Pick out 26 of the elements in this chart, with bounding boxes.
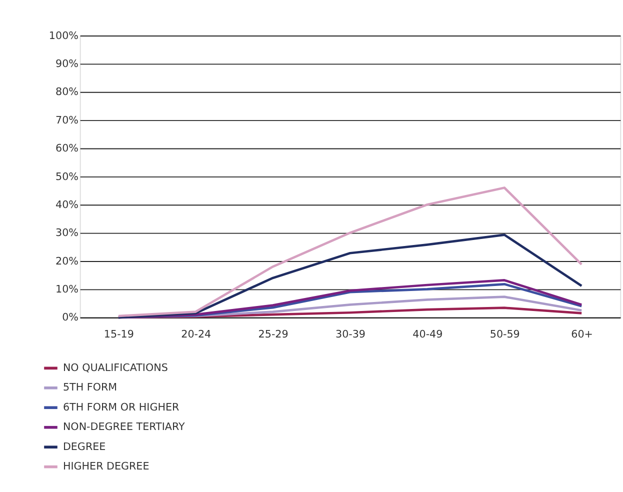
x-tick-label: 30-39 (335, 328, 366, 341)
y-tick-label: 40% (55, 198, 79, 211)
x-tick-label: 15-19 (104, 328, 134, 341)
y-tick-label: 0% (62, 312, 79, 324)
legend-label: NO QUALIFICATIONS (62, 362, 168, 374)
x-tick-label: 50-59 (490, 328, 520, 341)
x-tick-label: 25-29 (258, 328, 288, 341)
legend-label: NON-DEGREE TERTIARY (62, 421, 186, 434)
y-tick-label: 70% (55, 114, 79, 126)
y-tick-label: 90% (55, 58, 79, 70)
y-tick-label: 30% (55, 227, 79, 240)
y-tick-label: 10% (55, 284, 79, 296)
y-tick-label: 60% (55, 142, 79, 155)
y-tick-label: 100% (48, 30, 79, 42)
line-series (117, 234, 583, 319)
line-series (117, 186, 583, 318)
x-tick-label: 40-49 (412, 328, 443, 341)
y-tick-label: 20% (55, 255, 79, 268)
legend-label: 5TH FORM (62, 382, 118, 394)
legend-label: DEGREE (62, 440, 106, 453)
legend-label: 6TH FORM OR HIGHER (62, 401, 180, 414)
y-tick-label: 50% (55, 170, 79, 183)
legend-label: HIGHER DEGREE (62, 460, 150, 473)
x-tick-label: 20-24 (181, 328, 212, 341)
y-tick-label: 80% (55, 86, 79, 98)
x-tick-label: 60+ (571, 328, 593, 341)
